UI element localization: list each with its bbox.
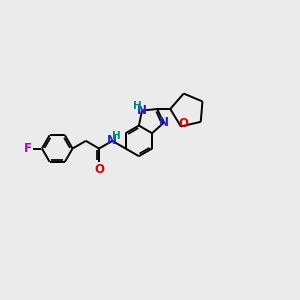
Text: O: O	[94, 163, 104, 176]
Text: H: H	[112, 131, 121, 141]
Text: F: F	[24, 142, 32, 155]
Text: N: N	[158, 116, 169, 130]
Text: N: N	[107, 134, 117, 147]
Text: H: H	[133, 100, 141, 111]
Text: O: O	[179, 117, 189, 130]
Text: N: N	[137, 104, 147, 117]
